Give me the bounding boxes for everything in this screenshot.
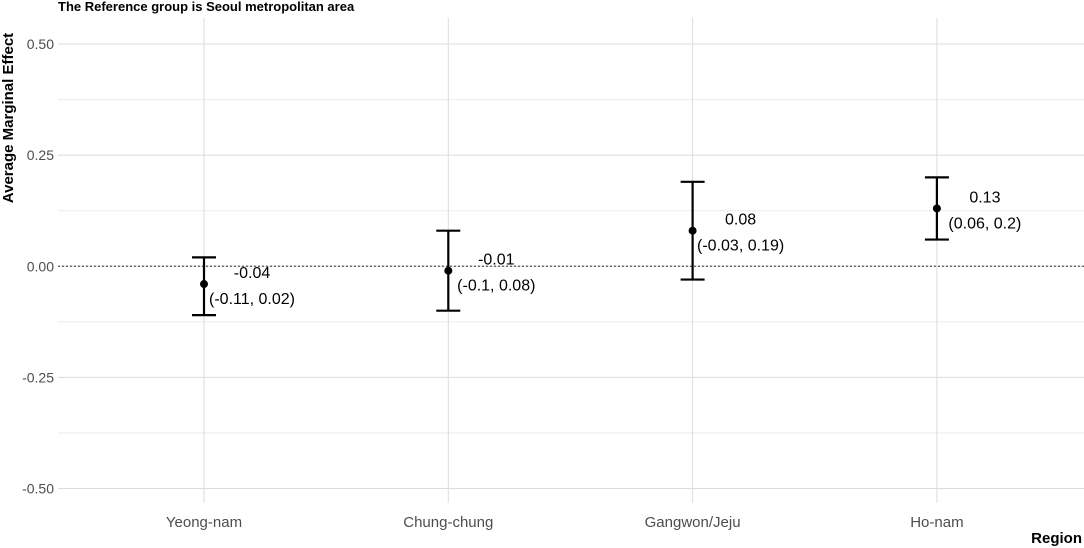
estimate-label: 0.13 [969,189,1000,206]
confidence-interval-label: (0.06, 0.2) [948,215,1021,232]
estimate-label: -0.04 [234,265,271,282]
confidence-interval-label: (-0.11, 0.02) [209,291,295,308]
estimate-point [688,226,697,235]
x-tick-label: Gangwon/Jeju [645,514,741,531]
x-tick-label: Chung-chung [403,514,493,531]
y-tick-label: -0.50 [22,481,54,497]
y-tick-label: 0.00 [27,258,54,274]
confidence-interval-label: (-0.03, 0.19) [697,238,784,255]
estimate-label: 0.08 [725,212,756,229]
estimate-point [932,204,941,213]
x-tick-labels: Yeong-nam Chung-chung Gangwon/Jeju Ho-nam [166,514,964,531]
x-axis-label: Region [1031,530,1082,547]
confidence-interval-label: (-0.1, 0.08) [457,278,535,295]
y-tick-labels: 0.50 0.25 0.00 -0.25 -0.50 [22,36,54,497]
x-tick-label: Yeong-nam [166,514,242,531]
x-tick-label: Ho-nam [910,514,963,531]
chart-title: The Reference group is Seoul metropolita… [58,0,355,14]
y-axis-label: Average Marginal Effect [0,33,17,203]
data-marks: -0.04 (-0.11, 0.02) -0.01 (-0.1, 0.08) 0.08 (… [192,176,1021,317]
estimate-point [200,280,208,289]
grid-lines [58,18,1084,503]
estimate-point [444,266,453,275]
y-tick-label: 0.25 [27,147,54,163]
y-tick-label: -0.25 [22,369,54,385]
y-tick-label: 0.50 [27,36,54,52]
estimate-label: -0.01 [478,252,515,269]
